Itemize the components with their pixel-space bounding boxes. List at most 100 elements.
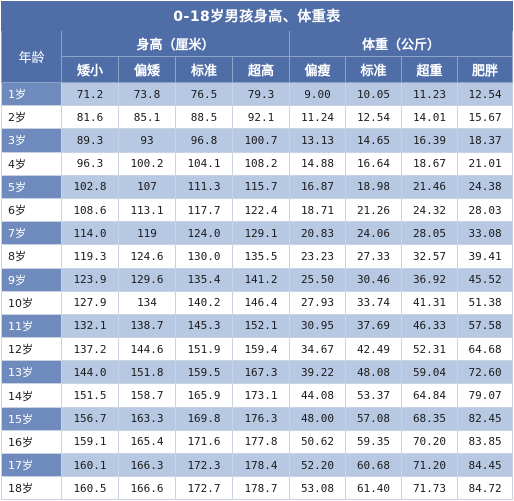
value-cell: 165.4: [118, 429, 176, 455]
value-cell: 59.35: [345, 429, 402, 455]
value-cell: 151.5: [61, 383, 119, 408]
value-cell: 24.32: [401, 197, 458, 223]
table-row: 10岁 127.9 134 140.2 146.4 27.93 33.74 41.31 51.3…: [1, 290, 514, 315]
table-row: 8岁 119.3 124.6 130.0 135.5 23.23 27.33 32.57 39.…: [1, 244, 514, 269]
column-header-weight-thin: 偏瘦: [289, 56, 346, 83]
value-cell: 145.3: [175, 313, 233, 339]
value-cell: 37.69: [345, 313, 402, 339]
value-cell: 81.6: [61, 105, 119, 130]
value-cell: 177.8: [232, 429, 290, 455]
value-cell: 156.7: [61, 406, 119, 431]
value-cell: 122.4: [232, 197, 290, 223]
value-cell: 169.8: [175, 406, 233, 431]
column-header-height-standard: 标准: [175, 56, 233, 83]
table-row: 6岁 108.6 113.1 117.7 122.4 18.71 21.26 24.32 28.…: [1, 197, 514, 223]
value-cell: 176.3: [232, 406, 290, 431]
value-cell: 18.37: [456, 128, 514, 153]
value-cell: 21.46: [401, 174, 458, 199]
age-cell: 14岁: [1, 383, 62, 408]
value-cell: 178.4: [232, 452, 290, 478]
value-cell: 20.83: [289, 221, 346, 246]
value-cell: 129.6: [118, 267, 176, 292]
value-cell: 141.2: [232, 267, 290, 292]
value-cell: 123.9: [61, 267, 119, 292]
value-cell: 64.68: [456, 337, 514, 362]
value-cell: 119: [118, 221, 176, 246]
value-cell: 89.3: [61, 128, 119, 153]
value-cell: 152.1: [232, 313, 290, 339]
value-cell: 100.7: [232, 128, 290, 153]
value-cell: 21.26: [345, 197, 402, 223]
age-cell: 11岁: [1, 313, 62, 339]
value-cell: 160.1: [61, 452, 119, 478]
value-cell: 160.5: [61, 476, 119, 501]
value-cell: 28.05: [401, 221, 458, 246]
table-row: 3岁 89.3 93 96.8 100.7 13.13 14.65 16.39 18.37: [1, 128, 514, 153]
height-group-header: 身高（厘米）: [61, 30, 290, 57]
age-cell: 12岁: [1, 337, 62, 362]
value-cell: 12.54: [456, 81, 514, 107]
weight-group-header: 体重（公斤）: [288, 30, 514, 57]
age-cell: 7岁: [1, 221, 62, 246]
value-cell: 117.7: [175, 197, 233, 223]
value-cell: 71.73: [401, 476, 458, 501]
table-row: 5岁 102.8 107 111.3 115.7 16.87 18.98 21.46 24.38: [1, 174, 514, 199]
value-cell: 140.2: [175, 290, 233, 315]
value-cell: 163.3: [118, 406, 176, 431]
value-cell: 71.20: [401, 452, 458, 478]
column-header-height-short: 矮小: [61, 56, 119, 83]
value-cell: 100.2: [118, 151, 176, 176]
column-header-weight-obese: 肥胖: [456, 56, 514, 83]
value-cell: 39.22: [289, 360, 346, 385]
value-cell: 57.08: [345, 406, 402, 431]
value-cell: 165.9: [175, 383, 233, 408]
column-header-weight-over: 超重: [401, 56, 458, 83]
value-cell: 83.85: [456, 429, 514, 455]
value-cell: 52.20: [289, 452, 346, 478]
value-cell: 45.52: [456, 267, 514, 292]
value-cell: 127.9: [61, 290, 119, 315]
table-body: 1岁 71.2 73.8 76.5 79.3 9.00 10.05 11.23 12.54 2岁 8…: [1, 81, 514, 501]
age-cell: 3岁: [1, 128, 62, 153]
value-cell: 11.24: [289, 105, 346, 130]
table-row: 7岁 114.0 119 124.0 129.1 20.83 24.06 28.05 33.08: [1, 221, 514, 246]
value-cell: 72.60: [456, 360, 514, 385]
value-cell: 172.3: [175, 452, 233, 478]
age-cell: 2岁: [1, 105, 62, 130]
table-row: 15岁 156.7 163.3 169.8 176.3 48.00 57.08 68.35 82…: [1, 406, 514, 431]
value-cell: 64.84: [401, 383, 458, 408]
value-cell: 14.65: [345, 128, 402, 153]
value-cell: 60.68: [345, 452, 402, 478]
value-cell: 84.72: [456, 476, 514, 501]
value-cell: 33.08: [456, 221, 514, 246]
table-row: 14岁 151.5 158.7 165.9 173.1 44.08 53.37 64.84 79…: [1, 383, 514, 408]
value-cell: 124.6: [118, 244, 176, 269]
age-cell: 10岁: [1, 290, 62, 315]
value-cell: 115.7: [232, 174, 290, 199]
value-cell: 51.38: [456, 290, 514, 315]
value-cell: 50.62: [289, 429, 346, 455]
value-cell: 173.1: [232, 383, 290, 408]
value-cell: 178.7: [232, 476, 290, 501]
value-cell: 13.13: [289, 128, 346, 153]
value-cell: 144.6: [118, 337, 176, 362]
table-row: 18岁 160.5 166.6 172.7 178.7 53.08 61.40 71.73 84…: [1, 476, 514, 501]
value-cell: 134: [118, 290, 176, 315]
value-cell: 36.92: [401, 267, 458, 292]
value-cell: 146.4: [232, 290, 290, 315]
value-cell: 132.1: [61, 313, 119, 339]
age-cell: 9岁: [1, 267, 62, 292]
column-header-height-below: 偏矮: [118, 56, 176, 83]
value-cell: 24.38: [456, 174, 514, 199]
value-cell: 44.08: [289, 383, 346, 408]
value-cell: 70.20: [401, 429, 458, 455]
value-cell: 15.67: [456, 105, 514, 130]
value-cell: 27.33: [345, 244, 402, 269]
value-cell: 159.4: [232, 337, 290, 362]
value-cell: 104.1: [175, 151, 233, 176]
column-header-weight-standard: 标准: [345, 56, 402, 83]
value-cell: 111.3: [175, 174, 233, 199]
value-cell: 27.93: [289, 290, 346, 315]
value-cell: 33.74: [345, 290, 402, 315]
